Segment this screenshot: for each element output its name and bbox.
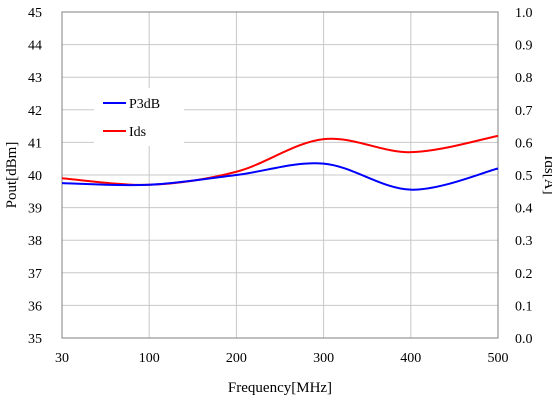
- left-y-tick-label: 36: [28, 299, 42, 314]
- right-y-tick-label: 0.5: [515, 169, 533, 184]
- right-y-tick-label: 0.8: [515, 71, 533, 86]
- series-line-p3db: [61, 162, 499, 191]
- x-tick-label: 100: [139, 351, 160, 366]
- right-y-tick-label: 0.2: [515, 267, 533, 282]
- plot-area: [61, 11, 499, 339]
- legend-label-ids: Ids: [129, 125, 146, 140]
- x-tick-label: 500: [488, 351, 509, 366]
- left-y-tick-label: 41: [28, 136, 42, 151]
- left-y-tick-label: 38: [28, 234, 42, 249]
- right-y-tick-label: 0.4: [515, 202, 533, 217]
- right-y-axis-label: Ids[A]: [541, 155, 552, 194]
- right-y-tick-label: 0.9: [515, 39, 533, 54]
- legend: P3dB Ids: [94, 88, 184, 146]
- legend-label-p3db: P3dB: [129, 97, 160, 112]
- left-y-tick-label: 40: [28, 169, 42, 184]
- left-y-tick-label: 45: [28, 6, 42, 21]
- right-y-tick-label: 0.6: [515, 136, 533, 151]
- left-axis-ticks: 35 36 37 38 39 40 41 42 43 44 45: [28, 6, 42, 347]
- legend-box: [94, 88, 184, 146]
- left-y-tick-label: 42: [28, 104, 42, 119]
- left-y-axis-label: Pout[dBm]: [4, 142, 20, 209]
- right-y-tick-label: 0.3: [515, 234, 533, 249]
- left-y-tick-label: 35: [28, 332, 42, 347]
- x-axis-label: Frequency[MHz]: [228, 380, 332, 396]
- right-y-tick-label: 0.1: [515, 299, 533, 314]
- x-axis-ticks: 30 100 200 300 400 500: [55, 351, 509, 366]
- left-y-tick-label: 44: [28, 39, 42, 54]
- right-y-tick-label: 1.0: [515, 6, 533, 21]
- x-tick-label: 300: [313, 351, 334, 366]
- left-y-tick-label: 43: [28, 71, 42, 86]
- right-axis-ticks: 0.0 0.1 0.2 0.3 0.4 0.5 0.6 0.7 0.8 0.9 1.0: [515, 6, 533, 347]
- series-layer: [61, 134, 499, 191]
- left-y-tick-label: 39: [28, 202, 42, 217]
- x-tick-label: 400: [400, 351, 421, 366]
- x-tick-label: 200: [226, 351, 247, 366]
- right-y-tick-label: 0.7: [515, 104, 533, 119]
- right-y-tick-label: 0.0: [515, 332, 533, 347]
- left-y-tick-label: 37: [28, 267, 42, 282]
- x-tick-label: 30: [55, 351, 69, 366]
